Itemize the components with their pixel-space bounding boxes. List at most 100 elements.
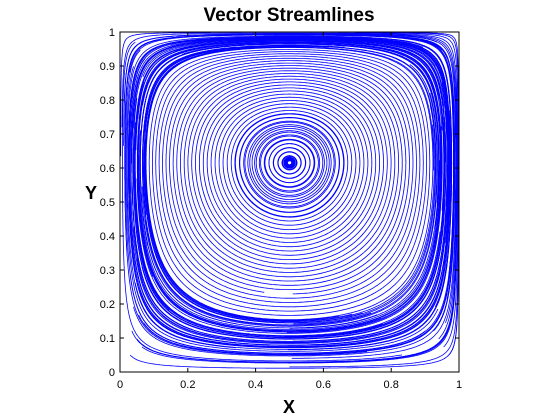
streamline xyxy=(134,40,392,318)
streamline xyxy=(144,124,435,323)
y-tick-label: 0.8 xyxy=(100,95,115,107)
x-tick-label: 0.8 xyxy=(384,379,399,391)
streamline xyxy=(235,113,344,217)
x-tick-label: 0.2 xyxy=(180,379,195,391)
chart-title: Vector Streamlines xyxy=(203,5,374,26)
y-tick-label: 0.5 xyxy=(100,197,115,209)
streamline xyxy=(148,49,431,316)
streamline xyxy=(145,64,438,326)
x-tick-label: 0.4 xyxy=(248,379,263,391)
streamline xyxy=(133,112,449,343)
streamline xyxy=(133,38,445,129)
streamline xyxy=(141,92,438,327)
streamline xyxy=(152,51,427,312)
streamline xyxy=(143,105,436,324)
streamline xyxy=(199,84,380,256)
y-tick-label: 0.2 xyxy=(100,299,115,311)
streamline xyxy=(155,53,424,308)
x-tick-label: 0 xyxy=(117,379,123,391)
streamline xyxy=(126,66,439,352)
streamline xyxy=(206,90,373,248)
streamline xyxy=(202,87,377,252)
streamline xyxy=(277,151,302,175)
y-tick-label: 1 xyxy=(109,27,115,39)
streamline xyxy=(180,70,399,278)
x-tick-label: 0.6 xyxy=(316,379,331,391)
streamline xyxy=(130,37,441,151)
x-axis-ticks: 0 0.2 0.4 0.6 0.8 1 xyxy=(117,32,462,391)
streamline xyxy=(247,124,332,205)
streamline xyxy=(321,33,457,324)
x-axis-label: X xyxy=(283,397,295,417)
y-tick-label: 0.6 xyxy=(100,163,115,175)
streamline xyxy=(218,100,361,235)
streamline xyxy=(187,75,392,269)
streamline xyxy=(355,32,459,348)
streamline xyxy=(171,37,450,195)
streamline xyxy=(249,126,330,203)
streamline xyxy=(142,39,446,163)
streamline xyxy=(169,62,410,290)
streamline xyxy=(263,138,316,188)
streamline xyxy=(139,43,361,325)
y-tick-label: 0.3 xyxy=(100,265,115,277)
streamline xyxy=(268,143,311,183)
streamline xyxy=(134,84,452,350)
streamline xyxy=(172,65,407,286)
streamline xyxy=(263,34,454,275)
streamline xyxy=(243,120,336,209)
streamline xyxy=(251,128,328,200)
streamline xyxy=(131,97,458,363)
streamline xyxy=(230,110,349,222)
streamline xyxy=(137,42,376,323)
streamline xyxy=(264,139,315,187)
streamlines-group xyxy=(120,31,459,369)
streamline xyxy=(125,49,426,354)
streamline xyxy=(142,44,345,325)
streamline xyxy=(129,57,436,346)
streamline xyxy=(222,103,357,230)
x-tick-label: 1 xyxy=(456,379,462,391)
streamline xyxy=(165,60,414,295)
y-tick-label: 0.1 xyxy=(100,333,115,345)
streamline xyxy=(136,126,443,334)
y-axis-label: Y xyxy=(85,183,97,203)
streamline xyxy=(283,156,296,169)
streamline xyxy=(254,130,325,198)
streamline xyxy=(145,46,324,321)
streamline xyxy=(273,147,306,179)
streamline xyxy=(258,134,321,193)
streamline xyxy=(135,40,440,151)
streamline xyxy=(137,106,441,332)
streamline xyxy=(226,106,353,226)
streamline xyxy=(244,121,335,208)
streamline xyxy=(195,81,384,260)
streamline xyxy=(162,57,417,299)
streamline xyxy=(143,45,329,323)
streamline xyxy=(123,33,438,146)
streamline xyxy=(234,113,345,218)
streamline xyxy=(128,114,448,347)
streamline xyxy=(183,73,396,273)
streamline xyxy=(214,96,365,239)
streamline xyxy=(341,33,457,340)
streamline xyxy=(130,74,441,344)
streamline xyxy=(260,135,319,192)
y-tick-label: 0.4 xyxy=(100,231,115,243)
plot-area xyxy=(119,31,460,373)
streamline xyxy=(239,117,340,213)
streamline xyxy=(144,46,314,322)
streamline xyxy=(124,34,439,257)
y-tick-label: 0 xyxy=(109,367,115,379)
streamline xyxy=(131,38,408,305)
streamline xyxy=(255,131,324,196)
streamline xyxy=(158,55,421,303)
streamline xyxy=(138,130,441,330)
y-tick-label: 0.7 xyxy=(100,129,115,141)
streamline xyxy=(133,122,445,339)
streamline xyxy=(120,32,459,368)
streamline xyxy=(132,98,444,340)
y-axis-ticks: 0 0.1 0.2 0.3 0.4 0.5 0.6 0.7 0.8 0.9 1 xyxy=(100,27,459,379)
streamline xyxy=(191,78,388,265)
